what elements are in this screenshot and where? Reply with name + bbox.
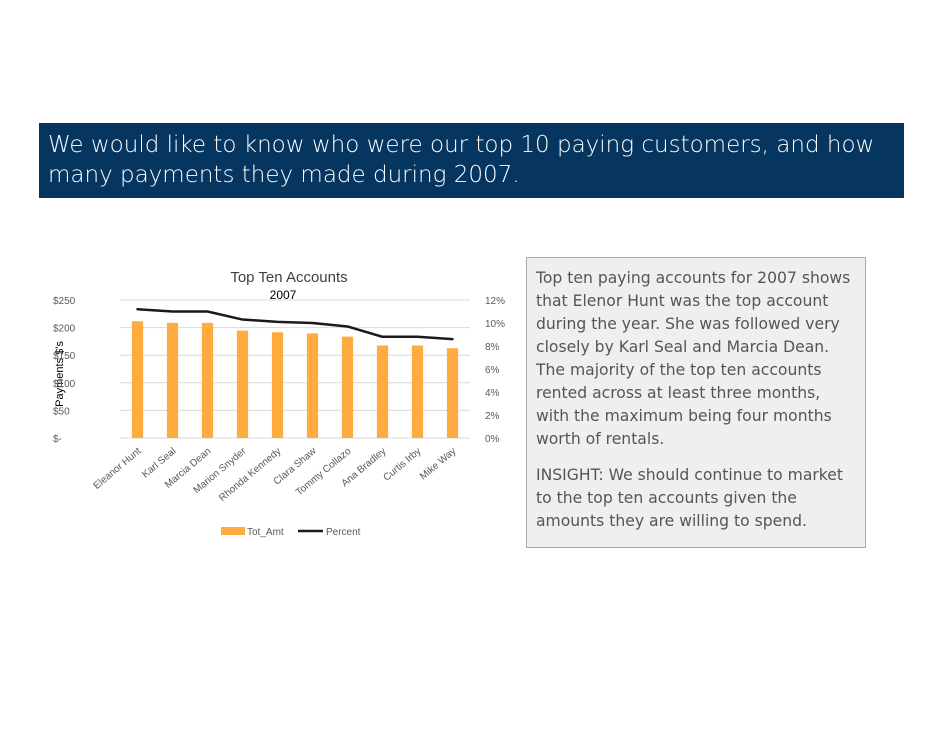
y-tick-label: $150 [53, 351, 76, 362]
y2-tick-label: 2% [485, 411, 500, 422]
bar-rhonda-kennedy [271, 332, 284, 438]
y2-tick-label: 0% [485, 434, 500, 445]
slide-title: We would like to know who were our top 1… [48, 132, 875, 188]
bar-tommy-collazo [341, 336, 354, 438]
legend-label-tot-amt: Tot_Amt [247, 527, 284, 538]
y2-tick-label: 12% [485, 296, 505, 307]
y-tick-label: $50 [53, 406, 70, 417]
slide-title-banner: We would like to know who were our top 1… [39, 123, 904, 198]
bar-marion-snyder [236, 330, 249, 438]
legend-swatch-tot-amt [221, 527, 245, 535]
insight-summary: Top ten paying accounts for 2007 shows t… [536, 269, 851, 448]
x-tick-label: Rhonda Kennedy [217, 446, 283, 504]
legend-label-percent: Percent [326, 527, 361, 538]
top-ten-accounts-chart: Top Ten Accounts 2007 Payments $'s $- $50… [53, 269, 505, 538]
bar-clara-shaw [306, 333, 319, 438]
chart-subtitle: 2007 [270, 288, 297, 302]
bar-curtis-irby [411, 345, 424, 438]
bar-marcia-dean [201, 322, 214, 438]
bar-mike-way [446, 348, 459, 438]
chart-title: Top Ten Accounts [230, 269, 347, 286]
insight-recommendation: INSIGHT: We should continue to market to… [536, 466, 843, 530]
y-tick-label: $250 [53, 296, 76, 307]
y-tick-label: $100 [53, 379, 76, 390]
y-tick-label: $- [53, 434, 62, 445]
x-tick-label: Eleanor Hunt [92, 446, 144, 492]
y-axis-label: Payments $'s [54, 341, 66, 407]
x-tick-label: Mike Way [418, 446, 458, 482]
y2-tick-label: 8% [485, 342, 500, 353]
x-tick-label: Curtis Irby [381, 446, 423, 484]
percent-series-line [136, 307, 454, 341]
y2-tick-label: 10% [485, 319, 505, 330]
bar-ana-bradley [376, 345, 389, 438]
insight-text-box: Top ten paying accounts for 2007 shows t… [526, 257, 866, 548]
chart-container: Top Ten Accounts 2007 Payments $'s $- $50… [45, 262, 525, 547]
bar-karl-seal [166, 322, 179, 438]
y-tick-label: $200 [53, 324, 76, 335]
y2-tick-label: 6% [485, 365, 500, 376]
y2-tick-label: 4% [485, 388, 500, 399]
bar-eleanor-hunt [131, 321, 144, 438]
